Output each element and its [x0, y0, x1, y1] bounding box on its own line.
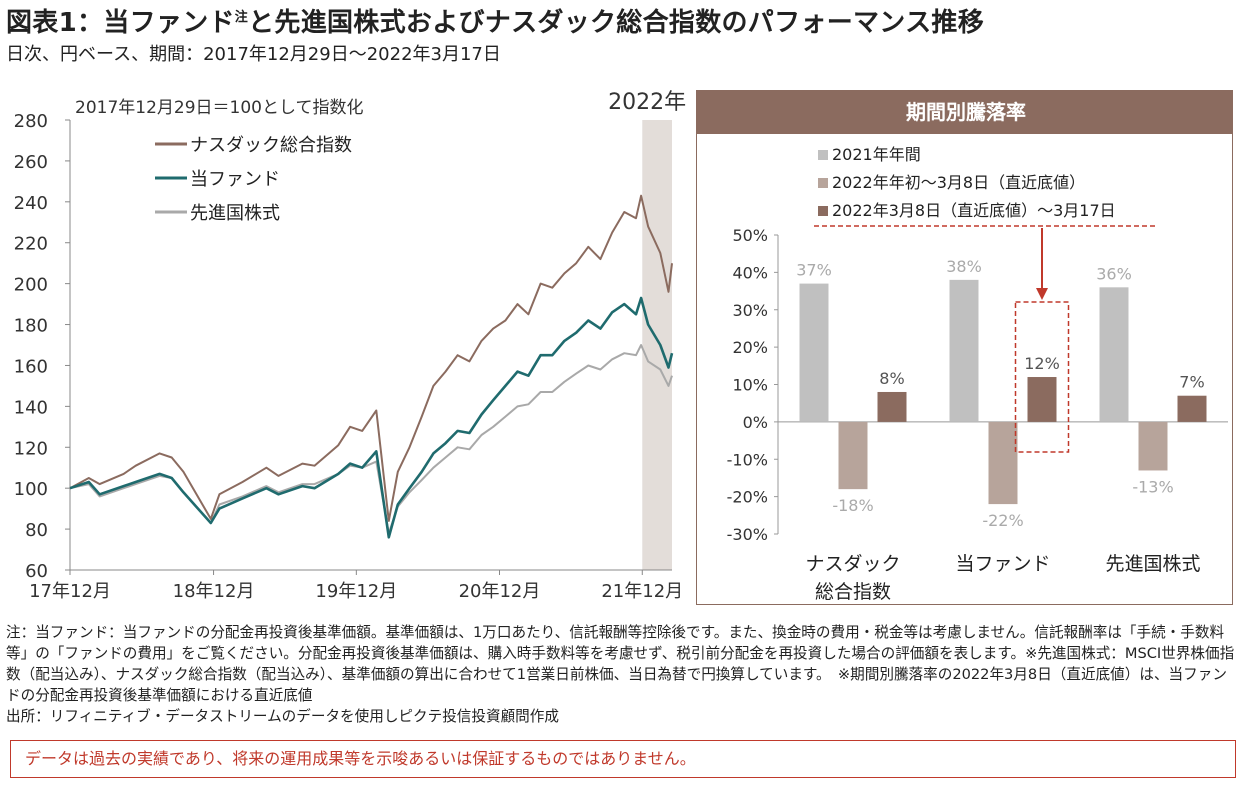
- period-return-bar-chart: 期間別騰落率 2021年年間 2022年年初～3月8日（直近底値） 2022年3月8日…: [696, 90, 1233, 605]
- x-tick-label: 21年12月: [601, 581, 683, 602]
- y-tick-label: 80: [25, 520, 48, 541]
- y-tick-label: 280: [14, 111, 48, 132]
- bar-y-tick-label: -30%: [727, 525, 768, 544]
- bar-y-tick-label: 40%: [732, 263, 768, 282]
- performance-line-chart: 2022年 60 80 100 120 140 160 180 200 220 240 260 280 1…: [14, 90, 686, 602]
- bar-legend-label: 2022年年初～3月8日（直近底値）: [832, 173, 1085, 192]
- x-tick-label: 18年12月: [173, 581, 255, 602]
- highlight-arrow-head: [1036, 288, 1048, 300]
- bar-y-tick-label: 10%: [732, 376, 768, 395]
- bar-y-tick-label: 20%: [732, 338, 768, 357]
- y-tick-label: 260: [14, 152, 48, 173]
- bar: [1099, 287, 1129, 422]
- y-tick-label: 240: [14, 193, 48, 214]
- bar-category-label: 総合指数: [815, 581, 891, 603]
- bar-value-label: -22%: [982, 511, 1023, 530]
- bar: [1138, 421, 1168, 471]
- footnote-text: 注：当ファンド：当ファンドの分配金再投資後基準価額。基準価額は、1万口あたり、信…: [6, 624, 1235, 704]
- footnotes: 注：当ファンド：当ファンドの分配金再投資後基準価額。基準価額は、1万口あたり、信…: [6, 622, 1241, 727]
- bar-y-tick-label: -20%: [727, 488, 768, 507]
- source-text: 出所：リフィニティブ・データストリームのデータを使用しピクテ投信投資顧問作成: [6, 708, 559, 725]
- index-note: 2017年12月29日＝100として指数化: [75, 98, 363, 118]
- bar-value-label: 7%: [1179, 373, 1204, 392]
- nasdaq-line: [69, 194, 673, 522]
- bar: [1177, 395, 1207, 422]
- bar: [1027, 377, 1057, 422]
- y-tick-label: 220: [14, 234, 48, 255]
- developed-stocks-line: [69, 344, 673, 535]
- legend-developed-label: 先進国株式: [190, 203, 280, 224]
- bar: [799, 283, 829, 422]
- legend-nasdaq-label: ナスダック総合指数: [190, 135, 352, 156]
- bar-legend-swatch: [818, 178, 828, 188]
- bar-value-label: 36%: [1096, 264, 1132, 283]
- bar: [988, 421, 1018, 505]
- bar-value-label: 8%: [879, 369, 904, 388]
- y-tick-label: 160: [14, 356, 48, 377]
- x-tick-label: 17年12月: [29, 581, 111, 602]
- bar-y-tick-label: 30%: [732, 301, 768, 320]
- bar-category-label: 先進国株式: [1105, 553, 1200, 575]
- bar: [949, 279, 979, 422]
- x-tick-label: 19年12月: [315, 581, 397, 602]
- y-tick-label: 120: [14, 438, 48, 459]
- bar: [838, 421, 868, 490]
- bar: [877, 391, 907, 422]
- y-tick-label: 200: [14, 275, 48, 296]
- bar-legend-label: 2021年年間: [832, 145, 921, 164]
- bar-value-label: 37%: [796, 261, 832, 280]
- bar-category-label: ナスダック: [805, 553, 900, 575]
- bar-value-label: -13%: [1132, 477, 1173, 496]
- bar-y-tick-label: 0%: [743, 413, 768, 432]
- y-tick-label: 100: [14, 479, 48, 500]
- title-note-mark: 注: [234, 10, 249, 25]
- disclaimer-box: データは過去の実績であり、将来の運用成果等を示唆あるいは保証するものではありませ…: [10, 740, 1236, 778]
- bar-legend-swatch: [818, 206, 828, 216]
- highlight-box: [1014, 301, 1070, 453]
- bar-y-tick-label: -10%: [727, 450, 768, 469]
- bar-value-label: 12%: [1024, 354, 1060, 373]
- title-rest: と先進国株式およびナスダック総合指数のパフォーマンス推移: [248, 8, 984, 38]
- y-tick-label: 140: [14, 397, 48, 418]
- shaded-2022-region: [642, 120, 672, 570]
- legend-fund-label: 当ファンド: [190, 169, 280, 190]
- fund-line: [69, 296, 674, 539]
- x-tick-label: 20年12月: [459, 581, 541, 602]
- y-tick-label: 60: [25, 561, 48, 582]
- y-tick-label: 180: [14, 316, 48, 337]
- chart-subtitle: 日次、円ベース、期間：2017年12月29日～2022年3月17日: [6, 44, 501, 65]
- bar-legend-swatch: [818, 150, 828, 160]
- title-main: 図表1：当ファンド: [6, 8, 235, 38]
- bar-panel-header: [696, 90, 1233, 134]
- bar-legend-label: 2022年3月8日（直近底値）～3月17日: [832, 201, 1116, 220]
- bar-category-label: 当ファンド: [955, 553, 1050, 575]
- bar-value-label: 38%: [946, 257, 982, 276]
- bar-y-tick-label: 50%: [732, 226, 768, 245]
- chart-title: 図表1：当ファンド注と先進国株式およびナスダック総合指数のパフォーマンス推移: [6, 2, 984, 39]
- bar-panel-title: 期間別騰落率: [906, 100, 1026, 124]
- bar-value-label: -18%: [832, 496, 873, 515]
- shaded-region-label: 2022年: [608, 90, 686, 115]
